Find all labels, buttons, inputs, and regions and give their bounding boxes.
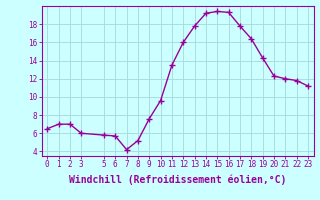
- X-axis label: Windchill (Refroidissement éolien,°C): Windchill (Refroidissement éolien,°C): [69, 175, 286, 185]
